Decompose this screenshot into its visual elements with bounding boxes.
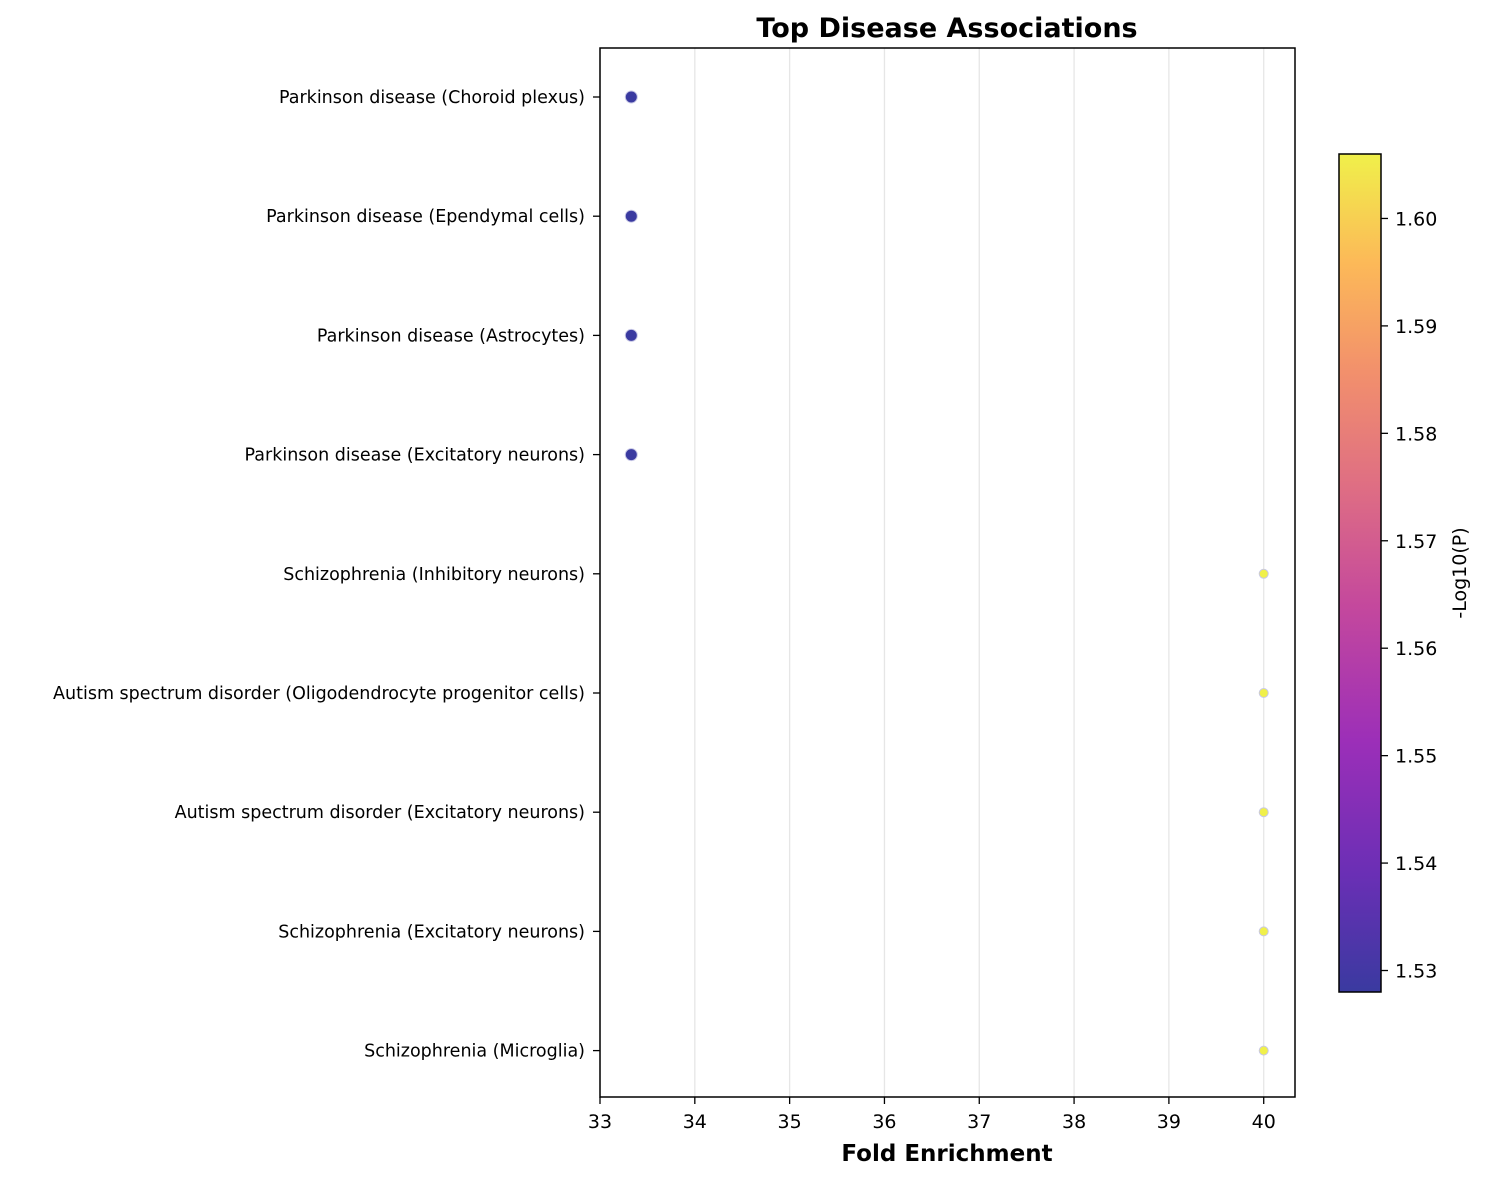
- x-axis-ticks: 33 34 35 36 37 38 39 40: [588, 1097, 1276, 1133]
- colorbar-tick-label: 1.56: [1395, 638, 1437, 660]
- colorbar-tick-label: 1.53: [1395, 961, 1437, 983]
- plot-frame: [599, 47, 1296, 1098]
- colorbar-tick-label: 1.54: [1395, 853, 1437, 875]
- x-tick-label: 34: [683, 1111, 707, 1133]
- y-category-label: Schizophrenia (Microglia): [364, 1042, 585, 1062]
- colorbar-tick-label: 1.55: [1395, 746, 1437, 768]
- chart-title: Top Disease Associations: [756, 13, 1137, 44]
- x-tick-label: 37: [967, 1111, 991, 1133]
- colorbar-ticks: 1.53 1.54 1.55 1.56 1.57 1.58 1.59 1.60: [1381, 208, 1437, 983]
- data-point: [624, 328, 638, 342]
- colorbar-label: -Log10(P): [1449, 527, 1471, 618]
- x-tick-label: 33: [588, 1111, 612, 1133]
- x-tick-label: 39: [1157, 1111, 1181, 1133]
- x-axis-label: Fold Enrichment: [841, 1141, 1052, 1167]
- gridlines: [599, 48, 1265, 1097]
- x-tick-label: 38: [1062, 1111, 1086, 1133]
- data-points: [624, 90, 1269, 1056]
- y-category-label: Schizophrenia (Inhibitory neurons): [283, 565, 585, 585]
- data-point: [1258, 1045, 1269, 1056]
- x-tick-label: 35: [778, 1111, 802, 1133]
- x-tick-label: 36: [872, 1111, 896, 1133]
- category-labels: Parkinson disease (Choroid plexus) Parkin…: [53, 88, 600, 1062]
- y-category-label: Autism spectrum disorder (Excitatory neu…: [175, 803, 585, 823]
- data-point: [1258, 688, 1269, 698]
- data-point: [624, 209, 638, 223]
- data-point: [624, 90, 638, 104]
- colorbar-tick-label: 1.57: [1395, 531, 1437, 553]
- y-category-label: Autism spectrum disorder (Oligodendrocyt…: [53, 684, 585, 704]
- data-point: [1258, 568, 1269, 579]
- y-category-label: Parkinson disease (Choroid plexus): [279, 88, 585, 108]
- colorbar-tick-label: 1.60: [1395, 208, 1437, 230]
- y-category-label: Parkinson disease (Astrocytes): [317, 326, 585, 346]
- colorbar-gradient: [1338, 153, 1382, 993]
- data-point: [1258, 807, 1269, 818]
- data-point: [624, 448, 638, 462]
- y-category-label: Parkinson disease (Excitatory neurons): [245, 446, 585, 466]
- y-category-label: Schizophrenia (Excitatory neurons): [278, 922, 585, 942]
- colorbar-tick-label: 1.59: [1395, 316, 1437, 338]
- y-category-label: Parkinson disease (Ependymal cells): [266, 207, 585, 227]
- data-point: [1258, 926, 1269, 937]
- x-tick-label: 40: [1252, 1111, 1276, 1133]
- colorbar: 1.53 1.54 1.55 1.56 1.57 1.58 1.59 1.60 -Log10(…: [1338, 153, 1471, 993]
- colorbar-tick-label: 1.58: [1395, 423, 1437, 445]
